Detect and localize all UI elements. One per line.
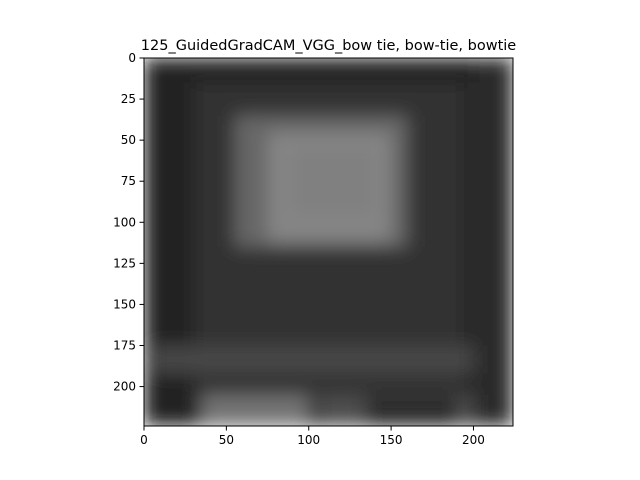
y-tick-label: 100 bbox=[113, 215, 136, 229]
y-tick-label: 50 bbox=[121, 133, 136, 147]
y-tick-label: 25 bbox=[121, 92, 136, 106]
heatmap-region-4 bbox=[292, 148, 375, 215]
y-tick-label: 125 bbox=[113, 256, 136, 270]
heatmap-region-6 bbox=[201, 394, 309, 426]
heatmap-region-9 bbox=[473, 58, 513, 426]
chart-title: 125_GuidedGradCAM_VGG_bow tie, bow-tie, … bbox=[141, 38, 517, 54]
heatmap-region-7 bbox=[316, 394, 367, 426]
x-tick-label: 50 bbox=[219, 433, 234, 447]
heatmap-regions bbox=[144, 58, 513, 426]
x-tick-label: 100 bbox=[297, 433, 320, 447]
y-axis: 0 25 50 75 100 125 150 175 200 bbox=[113, 51, 144, 394]
plot-area bbox=[144, 58, 513, 426]
heatmap-region-5 bbox=[152, 345, 513, 374]
y-tick-label: 75 bbox=[121, 174, 136, 188]
y-tick-label: 200 bbox=[113, 380, 136, 394]
y-tick-label: 175 bbox=[113, 339, 136, 353]
x-axis: 0 50 100 150 200 bbox=[140, 426, 485, 447]
y-tick-label: 150 bbox=[113, 297, 136, 311]
plot-frame bbox=[143, 57, 514, 427]
x-tick-label: 200 bbox=[462, 433, 485, 447]
x-tick-label: 0 bbox=[140, 433, 148, 447]
y-tick-label: 0 bbox=[128, 51, 136, 65]
x-tick-label: 150 bbox=[380, 433, 403, 447]
